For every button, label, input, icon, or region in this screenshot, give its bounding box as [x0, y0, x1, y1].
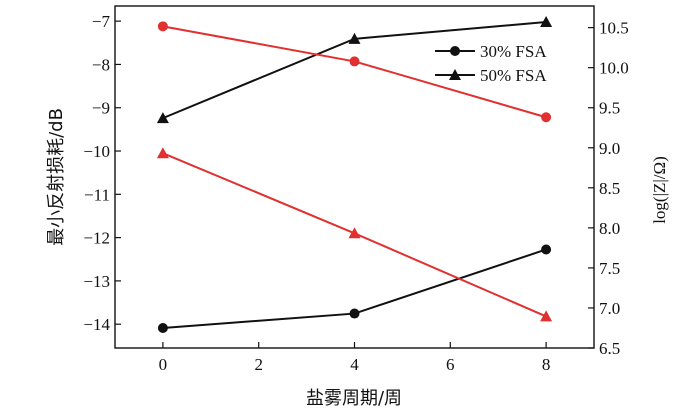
y-right-tick-label-0: 6.5	[599, 339, 620, 358]
y-right-tick-label-7: 10.0	[599, 59, 629, 78]
y-left-tick-label-2: −12	[83, 229, 110, 248]
y-left-tick-label-3: −11	[84, 185, 110, 204]
series-3-point-0	[156, 147, 169, 159]
series-0-point-1	[349, 308, 360, 319]
series-2-point-1	[349, 56, 360, 67]
y-right-tick-label-3: 8.0	[599, 219, 620, 238]
y-right-tick-label-2: 7.5	[599, 259, 620, 278]
y-axis-right: 6.5 7.0 7.5 8.0 8.5 9.0 9.5 10.0 10.5	[588, 19, 629, 358]
y-right-tick-label-5: 9.0	[599, 139, 620, 158]
legend-marker-30	[450, 46, 460, 56]
x-axis: 0 2 4 6 8	[159, 342, 551, 374]
x-axis-title: 盐雾周期/周	[306, 388, 402, 409]
series-1-point-2	[540, 16, 553, 28]
y-axis-left-title: 最小反射损耗/dB	[46, 108, 67, 246]
y-left-tick-label-4: −10	[83, 142, 110, 161]
legend-marker-50	[449, 69, 461, 80]
series-0-point-2	[541, 244, 552, 255]
x-tick-label-4: 8	[542, 355, 551, 374]
y-right-tick-label-8: 10.5	[599, 19, 629, 38]
x-tick-label-0: 0	[159, 355, 168, 374]
y-left-tick-label-1: −13	[83, 272, 110, 291]
x-tick-label-1: 2	[254, 355, 263, 374]
series-0-point-0	[157, 322, 168, 333]
x-tick-label-3: 6	[446, 355, 455, 374]
series-1-point-1	[348, 32, 361, 44]
series-3-point-2	[540, 310, 553, 322]
series-3-point-1	[348, 227, 361, 239]
y-right-tick-label-6: 9.5	[599, 99, 620, 118]
legend-label-50: 50% FSA	[480, 66, 547, 85]
y-left-tick-label-6: −8	[92, 55, 110, 74]
y-right-tick-label-4: 8.5	[599, 179, 620, 198]
series-2-point-2	[541, 112, 552, 123]
series-1-point-0	[156, 112, 169, 124]
y-left-tick-label-7: −7	[92, 12, 111, 31]
series-2-point-0	[157, 21, 168, 32]
y-left-tick-label-0: −14	[83, 315, 110, 334]
series-layer	[156, 16, 553, 333]
legend: 30% FSA 50% FSA	[435, 42, 547, 85]
y-axis-right-title: log(|Z|/Ω)	[650, 156, 669, 224]
y-right-tick-label-1: 7.0	[599, 299, 620, 318]
x-tick-label-2: 4	[350, 355, 359, 374]
legend-label-30: 30% FSA	[480, 42, 547, 61]
y-axis-left: −14 −13 −12 −11 −10 −9 −8 −7	[83, 12, 121, 334]
y-left-tick-label-5: −9	[92, 99, 110, 118]
